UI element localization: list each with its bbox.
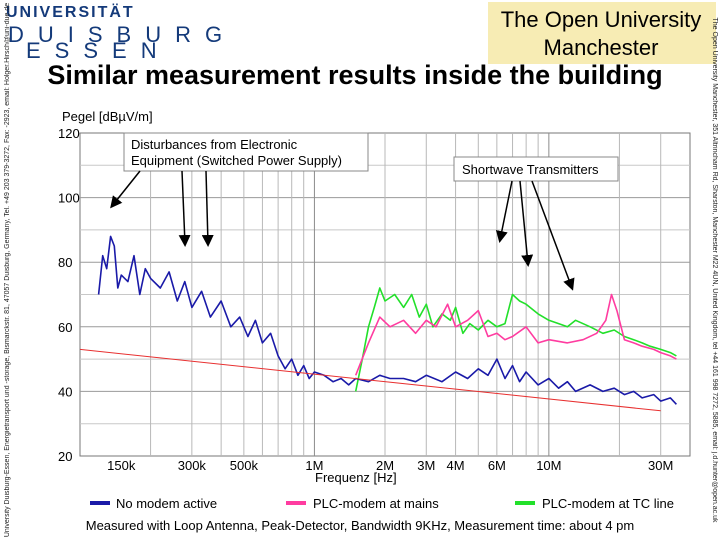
x-tick-label: 2M xyxy=(376,458,394,473)
x-tick-label: 10M xyxy=(536,458,561,473)
x-axis-label: Frequenz [Hz] xyxy=(315,470,397,485)
university-city-line1: DUISBURG xyxy=(8,22,237,47)
annotation-arrow xyxy=(495,180,513,243)
y-tick-label: 80 xyxy=(58,255,72,270)
partner-box xyxy=(488,2,716,64)
x-tick-label: 30M xyxy=(648,458,673,473)
legend-label-plc-mains: PLC-modem at mains xyxy=(313,496,439,511)
x-tick-label: 4M xyxy=(447,458,465,473)
annotation-arrow xyxy=(531,180,575,291)
x-tick-label: 300k xyxy=(178,458,207,473)
y-tick-label: 120 xyxy=(58,126,80,141)
x-tick-label: 150k xyxy=(107,458,136,473)
annotation-disturbances-line2: Equipment (Switched Power Supply) xyxy=(131,153,342,168)
y-tick-label: 60 xyxy=(58,320,72,335)
annotation-arrows-shortwave xyxy=(495,180,575,291)
legend: No modem active PLC-modem at mains PLC-m… xyxy=(90,496,674,511)
annotation-arrow xyxy=(519,180,534,267)
partner-line1: The Open University xyxy=(500,7,702,32)
series-line-no-modem-active xyxy=(97,235,677,405)
annotation-arrow xyxy=(201,170,214,247)
university-city-line2: ESSEN xyxy=(26,38,171,63)
annotation-shortwave: Shortwave Transmitters xyxy=(462,162,599,177)
partner-line2: Manchester xyxy=(543,35,659,60)
x-tick-labels: 150k 300k 500k 1M 2M 3M 4M 6M 10M 30M xyxy=(107,458,673,473)
grid xyxy=(80,133,690,456)
series-layer xyxy=(79,235,677,412)
annotation-arrow xyxy=(178,170,191,247)
y-tick-labels: 120 100 80 60 40 20 xyxy=(58,126,80,464)
slide-title: Similar measurement results inside the b… xyxy=(47,60,663,90)
x-tick-label: 500k xyxy=(230,458,259,473)
x-tick-label: 6M xyxy=(488,458,506,473)
annotation-box-disturbances xyxy=(123,132,369,172)
university-name: UNIVERSITÄT xyxy=(6,4,135,21)
series-line-plc-modem-at-tc-line xyxy=(354,287,677,392)
legend-label-plc-tc: PLC-modem at TC line xyxy=(542,496,674,511)
legend-label-no-modem: No modem active xyxy=(116,496,217,511)
y-tick-label: 40 xyxy=(58,384,72,399)
annotation-box-shortwave xyxy=(453,156,619,182)
annotation-arrows-disturbances xyxy=(110,170,214,247)
limit-line xyxy=(79,348,661,412)
y-tick-label: 100 xyxy=(58,191,80,206)
x-tick-label: 3M xyxy=(417,458,435,473)
y-tick-label: 20 xyxy=(58,449,72,464)
annotation-disturbances-line1: Disturbances from Electronic xyxy=(131,137,298,152)
y-axis-label: Pegel [dBµV/m] xyxy=(62,109,153,124)
x-tick-label: 1M xyxy=(305,458,323,473)
annotation-arrow xyxy=(110,170,141,209)
partner-name: The Open University Manchester xyxy=(490,6,712,62)
series-line-plc-modem-at-mains xyxy=(354,293,677,376)
measurement-footnote: Measured with Loop Antenna, Peak-Detecto… xyxy=(85,518,635,533)
